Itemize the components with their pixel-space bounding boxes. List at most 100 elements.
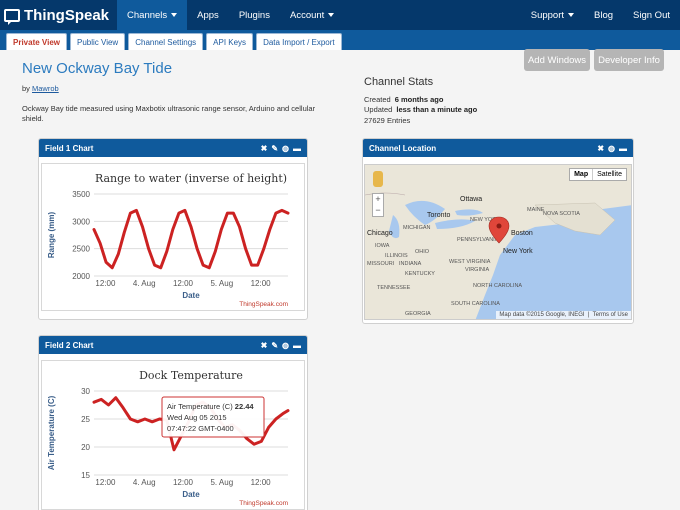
terms-of-use-link[interactable]: Terms of Use xyxy=(592,312,628,318)
chart1-series-line xyxy=(92,208,290,270)
map-label-tennessee: TENNESSEE xyxy=(377,285,411,291)
minimize-icon[interactable]: ▬ xyxy=(619,143,627,153)
street-view-pegman-icon[interactable] xyxy=(373,171,383,187)
chart1-ytick-0: 2000 xyxy=(72,272,90,281)
chart1-ytick-3: 3500 xyxy=(72,190,90,199)
brand-logo[interactable]: ThingSpeak xyxy=(0,0,117,30)
map-label-south-carolina: SOUTH CAROLINA xyxy=(451,301,500,307)
add-windows-button[interactable]: Add Windows xyxy=(524,49,590,71)
updated-value: less than a minute ago xyxy=(396,105,478,114)
channel-tabbar: Private View Public View Channel Setting… xyxy=(0,30,680,50)
map-label-virginia: VIRGINIA xyxy=(465,267,489,273)
map-type-map-button[interactable]: Map xyxy=(570,169,594,180)
nav-blog[interactable]: Blog xyxy=(584,0,623,30)
tooltip-value: 22.44 xyxy=(235,402,255,411)
map-label-west-virginia: WEST VIRGINIA xyxy=(449,259,491,265)
map-marker-dot xyxy=(496,223,502,229)
field2-panel-header: Field 2 Chart ✖ ✎ ◍ ▬ xyxy=(39,336,307,354)
map-label-kentucky: KENTUCKY xyxy=(405,271,435,277)
chart2-xtick-3: 5. Aug xyxy=(210,478,233,487)
chart2-xlabel: Date xyxy=(182,490,200,499)
map-label-ohio: OHIO xyxy=(415,249,430,255)
channel-location-map[interactable]: Ottawa Toronto Chicago NEW YORK MAINE NOVA SC… xyxy=(364,164,632,320)
map-data-credit: Map data ©2015 Google, INEGI xyxy=(499,312,585,318)
map-lake-erie xyxy=(435,219,475,229)
comment-icon[interactable]: ◍ xyxy=(608,143,615,153)
brand-name: ThingSpeak xyxy=(24,6,110,24)
field2-panel-title: Field 2 Chart xyxy=(45,340,94,350)
nav-account-label: Account xyxy=(289,9,325,21)
created-label: Created xyxy=(364,95,391,104)
tab-api-keys[interactable]: API Keys xyxy=(206,33,254,50)
chart2-xtick-0: 12:00 xyxy=(95,478,116,487)
chat-bubble-icon xyxy=(4,8,20,25)
pencil-icon[interactable]: ✎ xyxy=(271,340,279,350)
chart2-ytick-3: 30 xyxy=(81,387,90,396)
field1-chart: Range to water (inverse of height) 2000 25… xyxy=(41,163,305,311)
nav-channels-label: Channels xyxy=(127,9,168,21)
nav-plugins[interactable]: Plugins xyxy=(229,0,280,30)
map-marker-icon xyxy=(488,216,510,244)
page-title: New Ockway Bay Tide xyxy=(22,60,173,77)
close-icon[interactable]: ✖ xyxy=(597,143,605,153)
map-attribution: Map data ©2015 Google, INEGI | Terms of … xyxy=(496,311,631,319)
map-label-nova-scotia: NOVA SCOTIA xyxy=(543,211,580,217)
close-icon[interactable]: ✖ xyxy=(260,340,268,350)
minimize-icon[interactable]: ▬ xyxy=(293,143,301,153)
chart1-xlabel: Date xyxy=(182,291,200,300)
nav-channels[interactable]: Channels xyxy=(117,0,188,30)
nav-sign-out[interactable]: Sign Out xyxy=(623,0,680,30)
zoom-out-icon[interactable]: − xyxy=(375,205,381,215)
map-type-satellite-button[interactable]: Satellite xyxy=(597,171,622,178)
map-label-georgia: GEORGIA xyxy=(405,311,431,317)
chart1-ytick-2: 3000 xyxy=(72,217,90,226)
channel-description: Ockway Bay tide measured using Maxbotix … xyxy=(22,104,316,123)
field1-panel: Field 1 Chart ✖ ✎ ◍ ▬ Range to water (in… xyxy=(38,138,308,320)
comment-icon[interactable]: ◍ xyxy=(282,340,289,350)
minimize-icon[interactable]: ▬ xyxy=(293,340,301,350)
pencil-icon[interactable]: ✎ xyxy=(271,143,279,153)
nav-support-label: Support xyxy=(530,9,565,21)
caret-down-icon xyxy=(171,13,178,17)
updated-label: Updated xyxy=(364,105,393,114)
tab-private-view[interactable]: Private View xyxy=(6,33,67,50)
chart2-xtick-4: 12:00 xyxy=(251,478,272,487)
map-nova-scotia xyxy=(534,202,616,236)
map-zoom-control: + − xyxy=(372,193,384,217)
map-label-iowa: IOWA xyxy=(375,243,390,249)
nav-account[interactable]: Account xyxy=(280,0,344,30)
map-lake-huron xyxy=(405,200,445,225)
tab-channel-settings[interactable]: Channel Settings xyxy=(128,33,204,50)
chart2-ytick-0: 15 xyxy=(81,471,90,480)
stats-created: Created 6 months ago xyxy=(364,95,443,104)
nav-support[interactable]: Support xyxy=(521,0,584,30)
tab-public-view[interactable]: Public View xyxy=(70,33,126,50)
developer-info-button[interactable]: Developer Info xyxy=(594,49,664,71)
map-label-toronto: Toronto xyxy=(427,212,450,219)
nav-apps-label: Apps xyxy=(197,9,219,21)
author-link[interactable]: Mawrob xyxy=(32,84,59,93)
comment-icon[interactable]: ◍ xyxy=(282,143,289,153)
field2-panel: Field 2 Chart ✖ ✎ ◍ ▬ Dock Temperature 15… xyxy=(38,335,308,510)
tab-data-import-export[interactable]: Data Import / Export xyxy=(256,33,342,50)
map-lake-michigan xyxy=(389,215,400,239)
map-label-pennsylvania: PENNSYLVANIA xyxy=(457,237,499,243)
field1-panel-title: Field 1 Chart xyxy=(45,143,94,153)
nav-apps[interactable]: Apps xyxy=(187,0,229,30)
chart2-credit: ThingSpeak.com xyxy=(239,500,288,507)
field2-chart-svg: Dock Temperature 15 20 25 30 12:00 4. Aug 12:00… xyxy=(47,369,290,507)
map-label-indiana: INDIANA xyxy=(399,261,422,267)
map-type-toggle: Map Satellite xyxy=(569,168,627,181)
chart1-ylabel: Range (mm) xyxy=(47,212,56,259)
zoom-in-icon[interactable]: + xyxy=(375,194,381,204)
map-border-line xyxy=(365,192,406,196)
map-label-ottawa: Ottawa xyxy=(460,196,482,203)
chart1-xtick-1: 4. Aug xyxy=(133,279,156,288)
close-icon[interactable]: ✖ xyxy=(260,143,268,153)
field1-chart-svg: Range to water (inverse of height) 2000 25… xyxy=(47,172,290,308)
map-label-chicago: Chicago xyxy=(367,230,393,237)
top-navbar: ThingSpeak Channels Apps Plugins Account… xyxy=(0,0,680,30)
chart1-xtick-4: 12:00 xyxy=(251,279,272,288)
map-label-new-york: New York xyxy=(503,248,533,255)
